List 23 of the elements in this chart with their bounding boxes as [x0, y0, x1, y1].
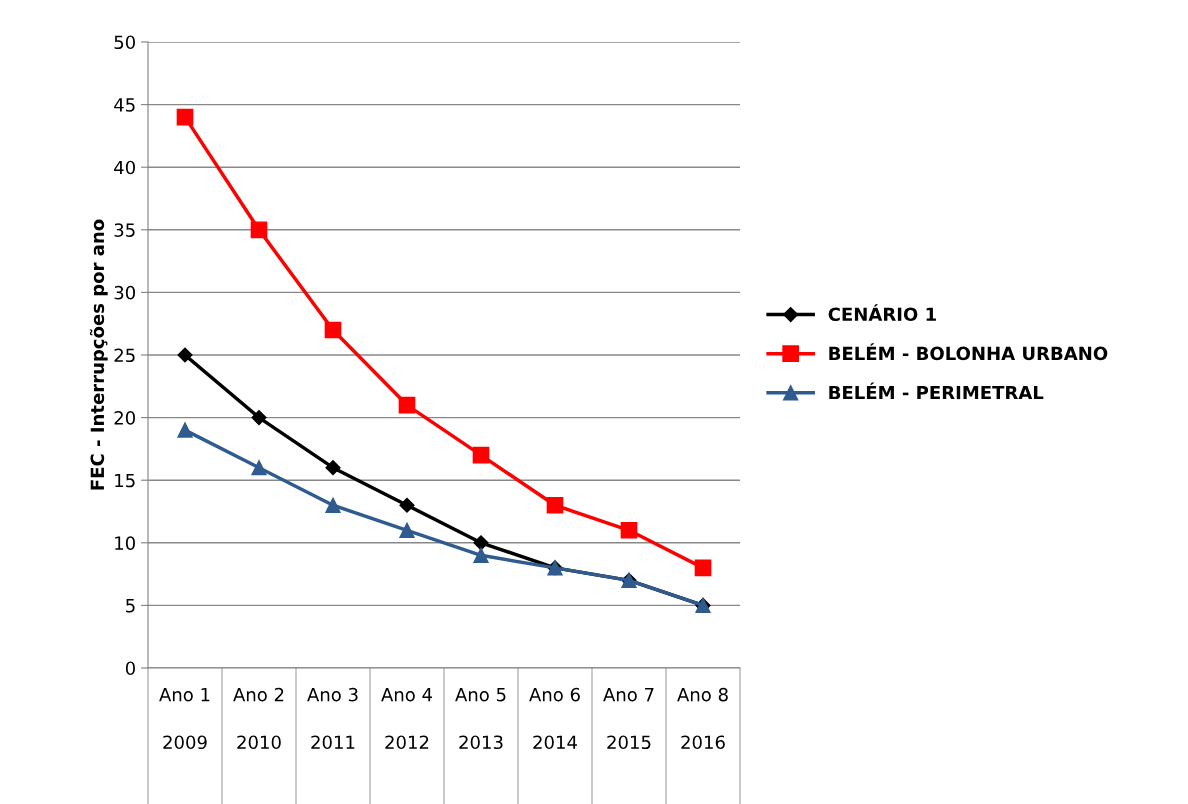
y-tick-label: 20 [114, 411, 135, 425]
y-tick-label: 15 [115, 473, 135, 488]
category-label: Ano 4 2012 [381, 688, 433, 750]
y-tick-label: 10 [115, 536, 135, 550]
y-tick-label: 25 [114, 348, 135, 363]
y-tick-label: 35 [114, 223, 135, 237]
y-tick-label: 5 [126, 599, 135, 613]
category-label: Ano 7 2015 [603, 688, 654, 750]
legend-label: CENÁRIO 1 [828, 304, 936, 322]
category-label: Ano 1 2009 [159, 688, 210, 750]
y-tick-label: 0 [125, 661, 135, 676]
legend-label: BELÉM - BOLONHA URBANO [829, 343, 1108, 361]
y-tick-label: 50 [114, 35, 135, 50]
legend-label: BELÉM - PERIMETRAL [829, 382, 1044, 400]
category-label: Ano 2 2010 [233, 687, 284, 750]
category-label: Ano 6 2014 [529, 687, 580, 750]
y-axis-title: FEC - Interrupções por ano [89, 219, 108, 490]
category-label: Ano 8 2016 [677, 687, 728, 750]
y-tick-label: 45 [114, 98, 135, 112]
y-tick-label: 40 [114, 160, 135, 175]
category-label: Ano 3 2011 [307, 687, 358, 750]
category-label: Ano 5 2013 [455, 688, 506, 750]
y-tick-label: 30 [114, 285, 135, 300]
